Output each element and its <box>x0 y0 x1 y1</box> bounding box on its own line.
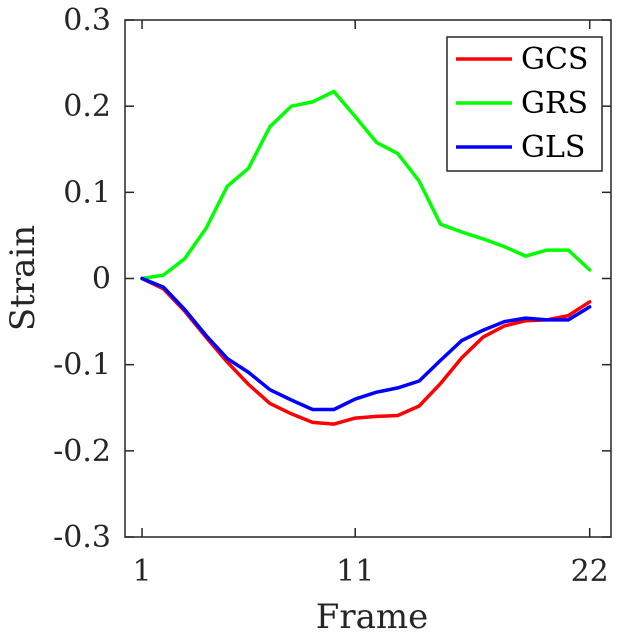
y-tick-label: -0.3 <box>53 520 111 555</box>
ticks-layer: 1 11 220.30.20.10-0.1-0.2-0.3 <box>53 3 611 589</box>
x-tick-label: 11 <box>336 554 374 589</box>
series-line-grs <box>140 89 592 281</box>
y-tick-label: 0.1 <box>63 175 111 210</box>
y-tick-label: -0.2 <box>53 434 111 469</box>
x-tick-label: 22 <box>571 554 609 589</box>
series-layer <box>140 89 592 426</box>
y-tick-label: -0.1 <box>53 348 111 383</box>
legend-label-gls: GLS <box>521 130 585 165</box>
y-tick-label: 0 <box>92 262 111 297</box>
y-tick-label: 0.3 <box>63 3 111 38</box>
series-line-gcs <box>140 276 592 426</box>
y-axis-title: Strain <box>3 225 43 331</box>
y-tick-label: 0.2 <box>63 89 111 124</box>
x-tick-label: 1 <box>133 554 152 589</box>
series-line-gls <box>140 276 592 412</box>
legend: GCS GRS GLS <box>446 36 603 172</box>
legend-label-grs: GRS <box>521 86 588 121</box>
legend-label-gcs: GCS <box>521 42 588 77</box>
x-axis-title: Frame <box>316 597 428 635</box>
